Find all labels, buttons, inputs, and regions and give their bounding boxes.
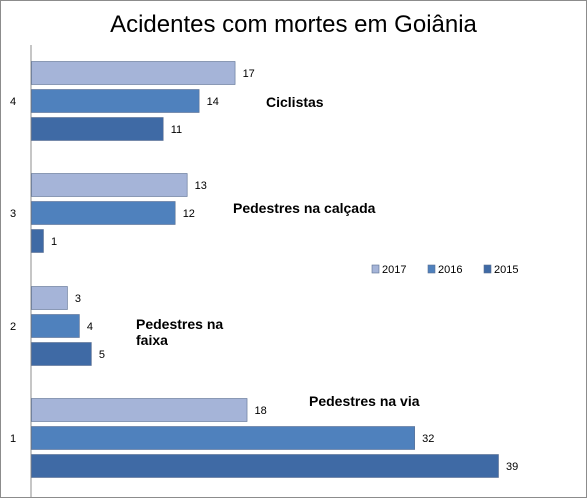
legend-swatch [427,264,436,274]
data-label: 32 [422,433,434,445]
legend-swatch [371,264,380,274]
y-tick-label: 4 [10,96,16,108]
data-label: 14 [207,96,219,108]
data-label: 11 [171,124,182,136]
bar-2015-cat-2 [31,342,92,366]
bar-2017-cat-1 [31,398,248,422]
category-annotation: Ciclistas [266,94,324,110]
data-label: 3 [75,293,81,305]
data-label: 5 [99,349,105,361]
bar-2015-cat-3 [31,229,44,253]
y-tick-label: 2 [10,321,16,333]
data-label: 12 [183,208,195,220]
bar-2016-cat-4 [31,89,200,113]
data-label: 13 [195,180,207,192]
legend-swatch [483,264,492,274]
data-label: 4 [87,321,93,333]
legend-item-2017: 2017 [371,264,406,276]
bar-2016-cat-1 [31,426,415,450]
chart-title: Acidentes com mortes em Goiânia [110,11,477,38]
bar-2015-cat-4 [31,117,164,141]
legend-item-2015: 2015 [483,264,518,276]
bar-2017-cat-4 [31,61,236,85]
y-tick-label: 1 [10,433,16,445]
legend-label: 2016 [438,264,462,276]
bar-2017-cat-3 [31,173,188,197]
legend-label: 2015 [494,264,518,276]
data-label: 1 [51,236,57,248]
bar-2016-cat-3 [31,201,176,225]
legend-item-2016: 2016 [427,264,462,276]
bar-2016-cat-2 [31,314,80,338]
data-label: 18 [255,405,267,417]
y-tick-label: 3 [10,208,16,220]
category-annotation: Pedestres na faixa [136,316,223,348]
legend-label: 2017 [382,264,406,276]
bar-2017-cat-2 [31,286,68,310]
category-annotation: Pedestres na via [309,393,420,409]
data-label: 39 [506,461,518,473]
category-annotation: Pedestres na calçada [233,200,376,216]
bar-2015-cat-1 [31,454,499,478]
data-label: 17 [243,68,255,80]
